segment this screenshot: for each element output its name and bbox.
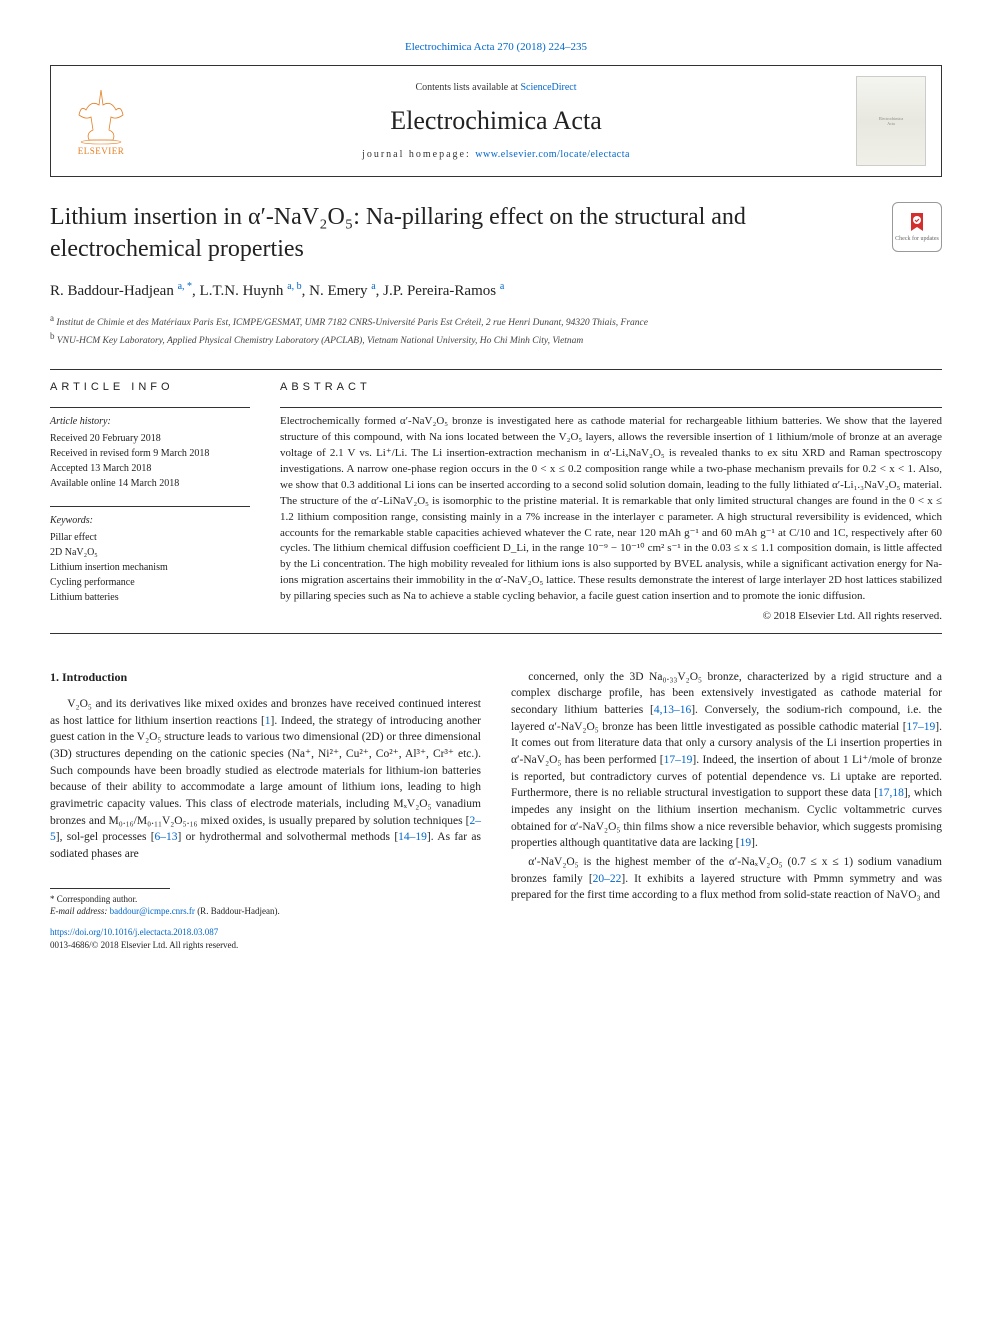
- journal-reference: Electrochimica Acta 270 (2018) 224–235: [50, 40, 942, 55]
- email-label: E-mail address:: [50, 906, 110, 916]
- body-para: α′-NaV₂O₅ is the highest member of the α…: [511, 854, 942, 904]
- article-info-column: ARTICLE INFO Article history: Received 2…: [50, 380, 250, 625]
- doi-block: https://doi.org/10.1016/j.electacta.2018…: [50, 926, 481, 952]
- keywords-heading: Keywords:: [50, 513, 250, 528]
- elsevier-tree-icon: [71, 85, 131, 145]
- abstract-text: Electrochemically formed α′-NaV₂O₅ bronz…: [280, 414, 942, 605]
- elsevier-logo: ELSEVIER: [66, 81, 136, 161]
- keywords-block: Keywords: Pillar effect2D NaV₂O₅Lithium …: [50, 513, 250, 605]
- contents-prefix: Contents lists available at: [415, 82, 520, 93]
- copyright: © 2018 Elsevier Ltd. All rights reserved…: [280, 609, 942, 624]
- article-title: Lithium insertion in α′-NaV₂O₅: Na-pilla…: [50, 202, 877, 264]
- affiliations: a Institut de Chimie et des Matériaux Pa…: [50, 312, 942, 349]
- journal-homepage-line: journal homepage: www.elsevier.com/locat…: [136, 148, 856, 162]
- body-text: 1. Introduction V₂O₅ and its derivatives…: [50, 669, 942, 952]
- abstract-rule: [280, 407, 942, 408]
- journal-cover-thumbnail: ElectrochimicaActa: [856, 76, 926, 166]
- check-updates-label: Check for updates: [895, 235, 939, 243]
- elsevier-text: ELSEVIER: [78, 145, 125, 158]
- body-para: concerned, only the 3D Na₀.₃₃V₂O₅ bronze…: [511, 669, 942, 852]
- check-updates-badge[interactable]: Check for updates: [892, 202, 942, 252]
- info-rule-2: [50, 506, 250, 507]
- abstract-column: ABSTRACT Electrochemically formed α′-NaV…: [280, 380, 942, 625]
- section-heading: 1. Introduction: [50, 669, 481, 686]
- info-rule: [50, 407, 250, 408]
- journal-header: ELSEVIER Contents lists available at Sci…: [50, 65, 942, 177]
- journal-name: Electrochimica Acta: [136, 103, 856, 139]
- contents-line: Contents lists available at ScienceDirec…: [136, 81, 856, 95]
- lower-rule: [50, 633, 942, 634]
- corresponding-author: * Corresponding author.: [50, 893, 481, 906]
- article-info-label: ARTICLE INFO: [50, 380, 250, 395]
- doi-link[interactable]: https://doi.org/10.1016/j.electacta.2018…: [50, 927, 218, 937]
- authors: R. Baddour-Hadjean a, *, L.T.N. Huynh a,…: [50, 280, 942, 302]
- abstract-label: ABSTRACT: [280, 380, 942, 395]
- sciencedirect-link[interactable]: ScienceDirect: [520, 82, 576, 93]
- homepage-prefix: journal homepage:: [362, 149, 475, 160]
- corresponding-email: E-mail address: baddour@icmpe.cnrs.fr (R…: [50, 905, 481, 918]
- email-link[interactable]: baddour@icmpe.cnrs.fr: [110, 906, 195, 916]
- footnote-rule: [50, 888, 170, 889]
- bookmark-check-icon: [905, 211, 929, 235]
- homepage-link[interactable]: www.elsevier.com/locate/electacta: [475, 149, 630, 160]
- body-para: V₂O₅ and its derivatives like mixed oxid…: [50, 696, 481, 863]
- footnotes: * Corresponding author. E-mail address: …: [50, 893, 481, 918]
- header-center: Contents lists available at ScienceDirec…: [136, 81, 856, 161]
- separator-rule: [50, 369, 942, 370]
- article-history: Article history: Received 20 February 20…: [50, 414, 250, 491]
- issn-line: 0013-4686/© 2018 Elsevier Ltd. All right…: [50, 940, 238, 950]
- history-heading: Article history:: [50, 414, 250, 429]
- email-attribution: (R. Baddour-Hadjean).: [195, 906, 280, 916]
